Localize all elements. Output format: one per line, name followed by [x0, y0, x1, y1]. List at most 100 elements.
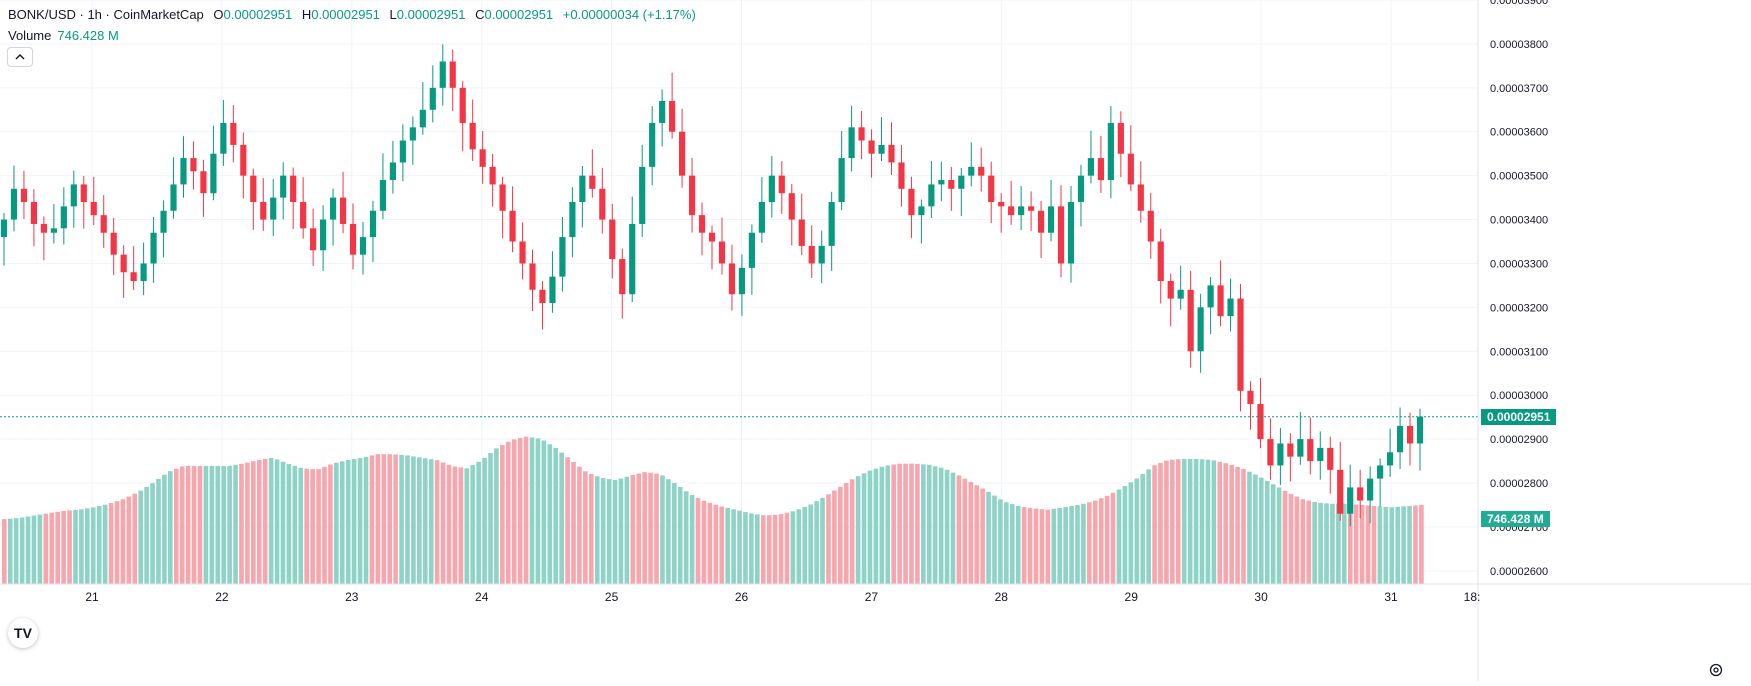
candle-body	[1386, 452, 1394, 466]
price-axis[interactable]: 0.000026000.000027000.000028000.00002900…	[1477, 0, 1548, 681]
candle-body	[60, 206, 67, 229]
volume-bar	[387, 454, 393, 584]
candle-body	[349, 223, 357, 255]
volume-bar	[138, 490, 143, 584]
time-tick-label: 26	[735, 590, 749, 604]
volume-bar	[1009, 504, 1015, 584]
volume-bar	[1015, 505, 1021, 584]
candle-body	[1207, 285, 1214, 308]
candle-body	[629, 223, 636, 295]
volume-bar	[19, 517, 25, 584]
volume-bar	[1383, 506, 1389, 584]
gear-icon	[1709, 663, 1723, 677]
volume-bar	[1146, 469, 1151, 584]
volume-bar	[120, 499, 126, 584]
volume-bar	[1069, 506, 1074, 584]
volume-bar	[1235, 466, 1240, 584]
volume-bar	[861, 473, 867, 584]
price-tick-label: 0.00003200	[1490, 302, 1548, 314]
volume-bar	[1276, 487, 1282, 584]
time-axis[interactable]: 21 22 23 24 25 26 27 28 29 30 31 18:	[0, 583, 1751, 604]
volume-bar	[1175, 459, 1181, 584]
candle-body	[379, 180, 387, 211]
chart-settings-button[interactable]	[1708, 662, 1724, 678]
volume-bar	[992, 495, 997, 584]
volume-legend: Volume 746.428 M	[8, 27, 119, 45]
candle-body	[659, 100, 666, 123]
candle-body	[210, 153, 217, 194]
candle-body	[230, 122, 237, 145]
volume-bar	[1306, 500, 1312, 584]
candle-body	[968, 166, 975, 176]
symbol-label[interactable]: BONK/USD · 1h · CoinMarketCap	[8, 7, 204, 22]
volume-bar	[1045, 509, 1051, 584]
candle-body	[359, 237, 367, 255]
price-tick-label: 0.00003700	[1490, 83, 1548, 95]
volume-bar	[1253, 474, 1258, 584]
candle-body	[290, 175, 297, 202]
volume-bar	[500, 445, 505, 584]
candle-body	[599, 188, 606, 220]
candle-body	[1367, 478, 1374, 501]
candle-body	[669, 100, 676, 132]
volume-bar	[885, 465, 891, 584]
volume-bar	[31, 515, 37, 584]
candle-body	[1337, 469, 1344, 514]
volume-bar	[108, 503, 114, 584]
low-label: L	[389, 7, 397, 22]
volume-bar	[1419, 504, 1424, 584]
time-tick-label: 21	[85, 590, 99, 604]
volume-bar	[310, 469, 315, 584]
candle-body	[1157, 241, 1164, 282]
candle-body	[1077, 175, 1085, 202]
volume-bar	[13, 518, 19, 584]
candle-body	[1028, 206, 1035, 211]
time-tick-label: 24	[475, 590, 489, 604]
time-tick-label: 30	[1254, 590, 1268, 604]
volume-bar	[974, 485, 980, 584]
volume-bar	[90, 507, 96, 584]
time-tick-label: 31	[1384, 590, 1398, 604]
candle-body	[778, 175, 785, 194]
volume-bar	[197, 466, 203, 584]
volume-bar	[1258, 477, 1264, 584]
tradingview-logo[interactable]: TV	[8, 618, 38, 648]
volume-label[interactable]: Volume	[8, 28, 52, 43]
volume-bar	[1336, 503, 1341, 584]
candle-body	[419, 109, 426, 128]
volume-bars	[2, 436, 1424, 584]
candle-body	[160, 210, 167, 233]
volume-bar	[1152, 465, 1157, 584]
candle-body	[300, 201, 307, 229]
candle-body	[1396, 425, 1404, 453]
volume-bar	[1341, 503, 1347, 584]
candle-body	[0, 219, 8, 238]
volume-bar	[1407, 505, 1412, 584]
volume-bar	[636, 473, 642, 584]
candle-body	[1267, 439, 1274, 466]
candle-body	[808, 245, 815, 264]
candle-body	[479, 149, 486, 167]
volume-bar	[766, 515, 772, 584]
candle-body	[180, 158, 187, 185]
volume-bar	[719, 506, 725, 584]
volume-bar	[588, 473, 594, 584]
collapse-legend-button[interactable]	[7, 47, 33, 67]
candle-body	[768, 175, 775, 202]
volume-bar	[488, 453, 493, 584]
candle-body	[70, 184, 77, 207]
candle-body	[499, 184, 506, 211]
volume-bar	[1241, 468, 1246, 584]
volume-bar	[1318, 502, 1323, 584]
volume-bar	[879, 466, 885, 584]
volume-bar	[660, 475, 665, 584]
volume-bar	[440, 462, 446, 584]
change-value: +0.00000034 (+1.17%)	[562, 7, 696, 22]
volume-bar	[926, 464, 932, 584]
volume-bar	[713, 504, 719, 584]
volume-bar	[102, 504, 108, 584]
candle-body	[1008, 206, 1015, 216]
volume-bar	[393, 454, 398, 584]
